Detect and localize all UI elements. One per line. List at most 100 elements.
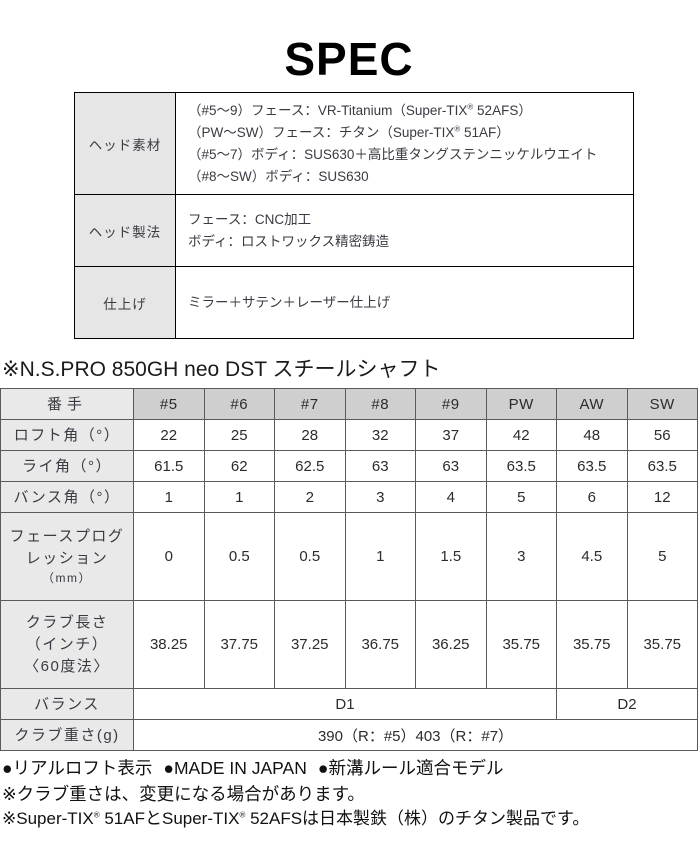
face-progression-label-line-3: （mm） xyxy=(42,570,92,585)
head-spec-table: ヘッド素材 （#5〜9）フェース：VR-Titanium（Super-TIX® … xyxy=(74,91,634,340)
column-header-club-1: #6 xyxy=(203,388,275,421)
bounce-angle-value-1: 1 xyxy=(203,481,275,514)
column-header-club-7: SW xyxy=(626,388,698,421)
bounce-angle-value-6: 6 xyxy=(556,481,628,514)
table-header-row: 番手 #5 #6 #7 #8 #9 PW AW SW xyxy=(0,388,698,421)
shaft-spec-table: 番手 #5 #6 #7 #8 #9 PW AW SW ロフト角（°） 22 25… xyxy=(0,388,698,752)
note-made-in-japan: ●MADE IN JAPAN xyxy=(163,758,307,779)
club-weight-value: 390（R：#5）403（R：#7） xyxy=(133,719,698,752)
registered-icon: ® xyxy=(454,124,461,134)
bounce-angle-value-0: 1 xyxy=(133,481,205,514)
registered-icon: ® xyxy=(239,810,246,820)
column-header-club-3: #8 xyxy=(344,388,416,421)
head-material-line-2: （PW〜SW）フェース：チタン（Super-TIX® 51AF） xyxy=(188,124,510,140)
head-construction-label: ヘッド製法 xyxy=(74,194,176,268)
loft-angle-value-3: 32 xyxy=(344,419,416,452)
table-row: ヘッド製法 フェース：CNC加工 ボディ：ロストワックス精密鋳造 xyxy=(74,194,634,268)
table-row: バンス角（°） 1 1 2 3 4 5 6 12 xyxy=(0,481,698,514)
club-length-value-1: 37.75 xyxy=(203,600,275,690)
face-progression-value-2: 0.5 xyxy=(274,512,346,602)
loft-angle-value-6: 48 xyxy=(556,419,628,452)
head-material-label: ヘッド素材 xyxy=(74,91,176,196)
table-row: クラブ長さ （インチ） 〈60度法〉 38.25 37.75 37.25 36.… xyxy=(0,600,698,690)
lie-angle-value-1: 62 xyxy=(203,450,275,483)
head-material-line-4: （#8〜SW）ボディ：SUS630 xyxy=(188,168,369,184)
loft-angle-value-4: 37 xyxy=(415,419,487,452)
bounce-angle-value-5: 5 xyxy=(485,481,557,514)
head-construction-line-2: ボディ：ロストワックス精密鋳造 xyxy=(188,233,390,249)
balance-value-d1: D1 xyxy=(133,688,557,721)
club-weight-label: クラブ重さ(g) xyxy=(0,719,134,752)
face-progression-value-3: 1 xyxy=(344,512,416,602)
lie-angle-value-2: 62.5 xyxy=(274,450,346,483)
column-header-club-5: PW xyxy=(485,388,557,421)
face-progression-label-line-2: レッション xyxy=(25,550,109,568)
finish-line-1: ミラー＋サテン＋レーザー仕上げ xyxy=(188,295,391,310)
loft-angle-value-1: 25 xyxy=(203,419,275,452)
club-length-label: クラブ長さ （インチ） 〈60度法〉 xyxy=(0,600,134,690)
lie-angle-value-6: 63.5 xyxy=(556,450,628,483)
face-progression-value-5: 3 xyxy=(485,512,557,602)
page-title: SPEC xyxy=(284,33,414,85)
loft-angle-value-7: 56 xyxy=(626,419,698,452)
face-progression-value-7: 5 xyxy=(626,512,698,602)
lie-angle-value-4: 63 xyxy=(415,450,487,483)
face-progression-label-line-1: フェースプログ xyxy=(9,528,125,546)
table-row: 仕上げ ミラー＋サテン＋レーザー仕上げ xyxy=(74,266,634,340)
note-line-2: ※クラブ重さは、変更になる場合があります。 xyxy=(2,783,365,804)
footer-notes: ●リアルロフト表示 ●MADE IN JAPAN ●新溝ルール適合モデル ※クラブ重… xyxy=(0,751,698,831)
loft-angle-value-2: 28 xyxy=(274,419,346,452)
head-material-value: （#5〜9）フェース：VR-Titanium（Super-TIX® 52AFS）… xyxy=(175,91,634,196)
face-progression-value-0: 0 xyxy=(133,512,205,602)
table-row: ヘッド素材 （#5〜9）フェース：VR-Titanium（Super-TIX® … xyxy=(74,91,634,196)
registered-icon: ® xyxy=(93,810,100,820)
club-length-value-0: 38.25 xyxy=(133,600,205,690)
face-progression-value-4: 1.5 xyxy=(415,512,487,602)
head-material-line-3: （#5〜7）ボディ：SUS630＋高比重タングステンニッケルウエイト xyxy=(188,146,598,162)
shaft-heading: ※N.S.PRO 850GH neo DST スチールシャフト xyxy=(2,358,441,382)
club-length-value-4: 36.25 xyxy=(415,600,487,690)
registered-icon: ® xyxy=(467,102,474,112)
club-number-header: 番手 xyxy=(0,388,134,421)
face-progression-value-1: 0.5 xyxy=(203,512,275,602)
face-progression-label: フェースプログ レッション （mm） xyxy=(0,512,134,602)
lie-angle-value-5: 63.5 xyxy=(485,450,557,483)
table-row: クラブ重さ(g) 390（R：#5）403（R：#7） xyxy=(0,719,698,752)
loft-angle-value-5: 42 xyxy=(485,419,557,452)
club-length-value-7: 35.75 xyxy=(626,600,698,690)
finish-value: ミラー＋サテン＋レーザー仕上げ xyxy=(175,266,634,340)
head-spec-table-wrapper: ヘッド素材 （#5〜9）フェース：VR-Titanium（Super-TIX® … xyxy=(74,91,634,340)
club-length-value-6: 35.75 xyxy=(556,600,628,690)
note-real-loft: ●リアルロフト表示 xyxy=(2,758,153,779)
table-row: バランス D1 D2 xyxy=(0,688,698,721)
balance-value-d2: D2 xyxy=(556,688,698,721)
lie-angle-value-0: 61.5 xyxy=(133,450,205,483)
head-construction-value: フェース：CNC加工 ボディ：ロストワックス精密鋳造 xyxy=(175,194,634,268)
head-construction-line-1: フェース：CNC加工 xyxy=(188,212,312,228)
finish-label: 仕上げ xyxy=(74,266,176,340)
note-line-3: ※Super-TIX® 51AFとSuper-TIX® 52AFSは日本製鉄（株… xyxy=(2,809,590,829)
lie-angle-value-3: 63 xyxy=(344,450,416,483)
balance-label: バランス xyxy=(0,688,134,721)
note-groove-rule: ●新溝ルール適合モデル xyxy=(317,758,504,779)
lie-angle-value-7: 63.5 xyxy=(626,450,698,483)
lie-angle-label: ライ角（°） xyxy=(0,450,134,483)
club-length-value-5: 35.75 xyxy=(485,600,557,690)
bounce-angle-label: バンス角（°） xyxy=(0,481,134,514)
bounce-angle-value-3: 3 xyxy=(344,481,416,514)
club-length-value-3: 36.75 xyxy=(344,600,416,690)
club-length-label-line-3: 〈60度法〉 xyxy=(24,657,110,675)
note-line-1: ●リアルロフト表示 ●MADE IN JAPAN ●新溝ルール適合モデル xyxy=(2,756,698,781)
column-header-club-0: #5 xyxy=(133,388,205,421)
head-material-line-1: （#5〜9）フェース：VR-Titanium（Super-TIX® 52AFS） xyxy=(188,102,532,118)
bounce-angle-value-4: 4 xyxy=(415,481,487,514)
bounce-angle-value-2: 2 xyxy=(274,481,346,514)
club-length-label-line-1: クラブ長さ xyxy=(25,614,109,632)
loft-angle-value-0: 22 xyxy=(133,419,205,452)
bounce-angle-value-7: 12 xyxy=(626,481,698,514)
table-row: ロフト角（°） 22 25 28 32 37 42 48 56 xyxy=(0,419,698,452)
club-length-value-2: 37.25 xyxy=(274,600,346,690)
column-header-club-6: AW xyxy=(556,388,628,421)
face-progression-value-6: 4.5 xyxy=(556,512,628,602)
